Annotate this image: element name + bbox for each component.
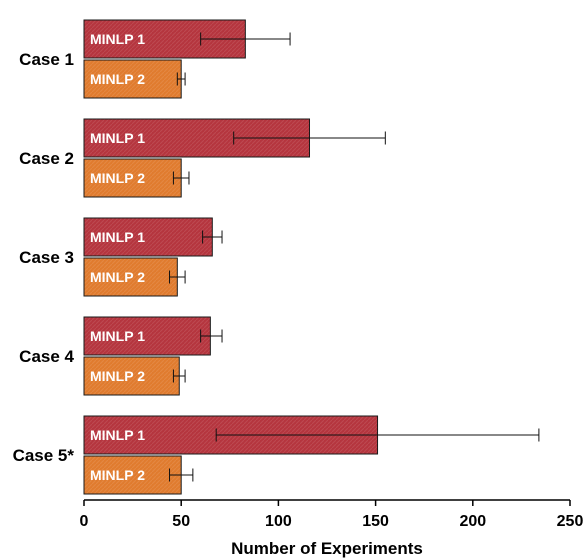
x-tick-label: 200 bbox=[459, 513, 486, 530]
category-label: Case 4 bbox=[19, 347, 74, 366]
bar bbox=[83, 257, 178, 297]
bar-series-label: MINLP 1 bbox=[90, 328, 145, 344]
x-ticks: 0 50 100 150 200 250 bbox=[80, 500, 584, 530]
x-tick-label: 250 bbox=[557, 513, 584, 530]
bar-series-label: MINLP 2 bbox=[90, 269, 145, 285]
bar bbox=[83, 356, 180, 396]
bar-series-label: MINLP 1 bbox=[90, 130, 145, 146]
bar-series-label: MINLP 1 bbox=[90, 229, 145, 245]
bar-series-label: MINLP 2 bbox=[90, 170, 145, 186]
category-label: Case 3 bbox=[19, 248, 74, 267]
bar bbox=[83, 59, 182, 99]
category-label: Case 5* bbox=[13, 446, 75, 465]
bar-series-label: MINLP 2 bbox=[90, 368, 145, 384]
category-labels: Case 1 Case 2 Case 3 Case 4 Case 5* bbox=[13, 50, 75, 465]
x-tick-label: 150 bbox=[362, 513, 389, 530]
bar-series-label: MINLP 1 bbox=[90, 31, 145, 47]
bar bbox=[83, 217, 213, 257]
category-label: Case 2 bbox=[19, 149, 74, 168]
bar-series-label: MINLP 2 bbox=[90, 71, 145, 87]
x-tick-label: 100 bbox=[265, 513, 292, 530]
bar bbox=[83, 455, 182, 495]
x-axis-title: Number of Experiments bbox=[231, 539, 423, 558]
category-label: Case 1 bbox=[19, 50, 74, 69]
bar-series-label: MINLP 1 bbox=[90, 427, 145, 443]
x-tick-label: 50 bbox=[172, 513, 190, 530]
x-tick-label: 0 bbox=[80, 513, 89, 530]
bars-layer: MINLP 1 MINLP 2 MINLP 1 MINLP 2 MINLP 1 MINLP… bbox=[83, 19, 540, 495]
bar bbox=[83, 158, 182, 198]
bar-series-label: MINLP 2 bbox=[90, 467, 145, 483]
